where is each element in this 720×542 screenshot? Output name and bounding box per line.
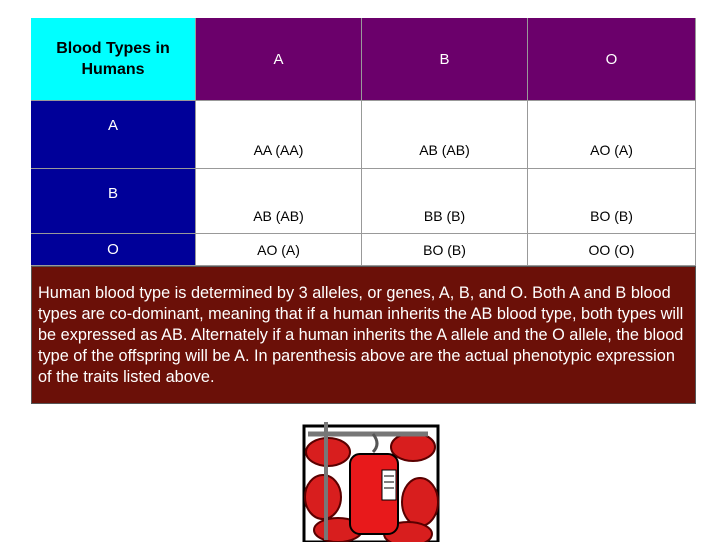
table-cell: AO (A): [196, 234, 362, 266]
table-cell: OO (O): [528, 234, 696, 266]
column-header: O: [528, 18, 696, 101]
table-cell: BO (B): [362, 234, 528, 266]
table-cell: AA (AA): [196, 101, 362, 169]
table-cell: AB (AB): [362, 101, 528, 169]
row-header: B: [31, 169, 196, 234]
table-cell: BB (B): [362, 169, 528, 234]
row-header: A: [31, 101, 196, 169]
blood-bag-clipart: [302, 422, 440, 542]
row-header: O: [31, 234, 196, 266]
table-cell: AO (A): [528, 101, 696, 169]
table-cell: AB (AB): [196, 169, 362, 234]
column-header: A: [196, 18, 362, 101]
column-header: B: [362, 18, 528, 101]
table-cell: BO (B): [528, 169, 696, 234]
corner-header: Blood Types in Humans: [31, 18, 196, 101]
caption: Human blood type is determined by 3 alle…: [31, 266, 696, 404]
